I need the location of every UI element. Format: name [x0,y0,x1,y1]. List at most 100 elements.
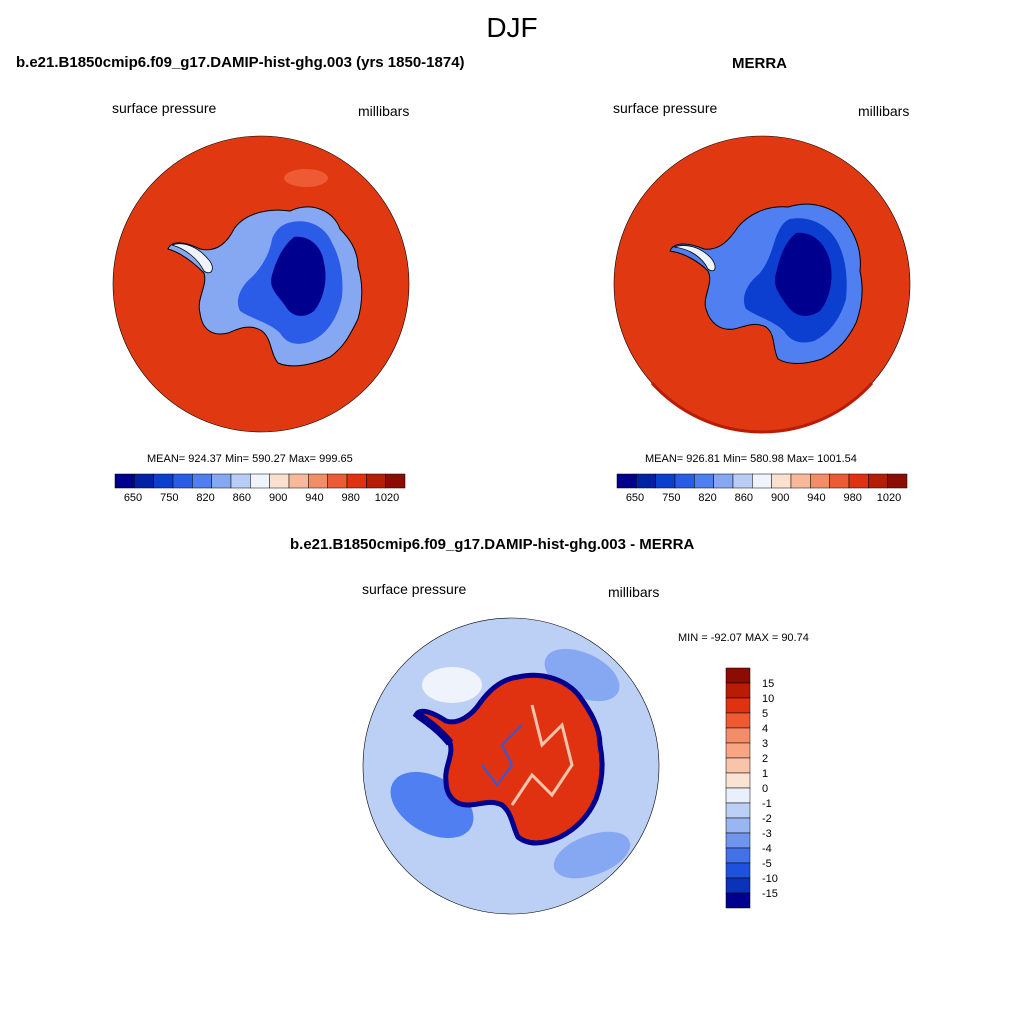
panel2-plateau-core [774,232,832,316]
panel2-colorbar-swatch [790,473,811,489]
panel3-ocean-band-3 [553,831,631,879]
panel2-colorbar-swatch [732,473,753,489]
panel1-colorbar-swatch [172,473,193,489]
panel1-colorbar-swatch [250,473,270,489]
panel2-colorbar-tick-label: 820 [698,492,716,504]
panel1-colorbar-swatch [385,473,406,489]
panel1-colorbar-tick-label: 860 [233,492,251,504]
panel3-map [362,617,660,915]
panel3-colorbar-tick-label: -5 [762,858,772,870]
panel2-colorbar-swatch [713,473,734,489]
panel2-colorbar-tick-label: 650 [626,492,644,504]
panel2-colorbar-swatch [848,473,869,489]
panel3-colorbar-tick-label: 4 [762,723,768,735]
panel2-peninsula [673,245,716,272]
panel3-colorbar-tick-label: 0 [762,783,768,795]
panel3-colorbar-swatch [725,697,751,714]
panel3-colorbar-tick-label: 3 [762,738,768,750]
panel1-map [112,135,410,433]
panel1-colorbar-tick-label: 750 [160,492,178,504]
panel3-land-texture-b [481,724,523,787]
panel3-colorbar-tick-label: -2 [762,813,772,825]
panel3-colorbar-tick-label: 2 [762,753,768,765]
panel2-colorbar-swatch [829,473,850,489]
panel2-colorbar-tick-label: 980 [844,492,862,504]
panel3-variable-label: surface pressure [362,581,467,597]
panel3-colorbar-tick-label: -1 [762,798,772,810]
panel2-colorbar-swatch [752,473,772,489]
panel3-colorbar-tick-label: -4 [762,843,772,855]
panel2-colorbar-swatch [771,473,792,489]
panel2-colorbar-tick-label: 1020 [877,492,901,504]
panel1-colorbar-tick-label: 980 [342,492,360,504]
panel3-colorbar-swatch [725,682,751,699]
panel2-units-label: millibars [858,103,910,119]
panel3-stats: MIN = -92.07 MAX = 90.74 [678,632,809,644]
panel1-variable-label: surface pressure [112,100,217,116]
panel1-colorbar-swatch [211,473,232,489]
panel3-ocean-band-4 [422,667,482,703]
panel2-colorbar-swatch [674,473,695,489]
panel1-plateau-core [271,236,326,316]
panel2-variable-label: surface pressure [613,100,718,116]
panel1-colorbar-swatch [308,473,328,489]
panel3-colorbar-swatch [725,712,751,729]
panel3-colorbar-tick-label: -10 [762,873,778,885]
panel1-colorbar-swatch [269,473,290,489]
panel2-colorbar-swatch [868,473,888,489]
panel3-colorbar-swatch [725,742,751,759]
panel2-colorbar: 650 750 820 860 900 940 980 1020 [616,473,908,504]
panel2-rim-shadow [650,381,874,434]
panel3-colorbar-swatch [725,862,751,879]
panel2-colorbar-tick-label: 860 [735,492,753,504]
panel1-colorbar-swatch [134,473,154,489]
panel3-units-label: millibars [608,584,660,600]
panel1-colorbar-swatch [327,473,348,489]
panel3-colorbar-swatch [725,817,751,834]
panel3-colorbar-swatch [725,892,751,909]
panel2-colorbar-swatch [694,473,714,489]
panel1-colorbar-swatch [230,473,251,489]
panel3-colorbar-swatch [725,757,751,774]
panel3-colorbar-swatch [725,772,751,789]
panel1-colorbar: 650 750 820 860 900 940 980 1020 [114,473,406,504]
panel1-units-label: millibars [358,103,410,119]
panel3-colorbar-tick-label: 15 [762,678,774,690]
panel1-colorbar-tick-label: 820 [196,492,214,504]
panel2-stats: MEAN= 926.81 Min= 580.98 Max= 1001.54 [645,453,857,465]
main-title: DJF [486,12,538,43]
panel1-colorbar-swatch [192,473,212,489]
panel1-colorbar-swatch [366,473,386,489]
panel3-colorbar-swatch [725,727,751,744]
panel1-colorbar-tick-label: 1020 [375,492,399,504]
panel3-colorbar-tick-label: 1 [762,768,768,780]
panel2-colorbar-swatch [887,473,908,489]
panel3-colorbar-swatch [725,832,751,849]
panel3-colorbar-tick-label: -3 [762,828,772,840]
panel1-colorbar-tick-label: 650 [124,492,142,504]
panel3-title: b.e21.B1850cmip6.f09_g17.DAMIP-hist-ghg.… [290,536,695,553]
panel2-title: MERRA [732,55,787,72]
panel3-colorbar-tick-label: -15 [762,888,778,900]
panel3-land-texture-a [510,704,574,806]
panel2-colorbar-swatch [810,473,830,489]
panel2-colorbar-swatch [636,473,656,489]
panel3-colorbar-swatch [725,877,751,894]
panel1-colorbar-swatch [346,473,367,489]
panel3-colorbar-swatch [725,802,751,819]
panel1-colorbar-tick-label: 900 [269,492,287,504]
panel2-colorbar-swatch [616,473,637,489]
panel3-peninsula [415,711,454,746]
panel1-colorbar-swatch [288,473,309,489]
panel1-colorbar-swatch [114,473,135,489]
panel1-colorbar-tick-label: 940 [305,492,323,504]
panel2-map [613,135,911,434]
panel2-colorbar-tick-label: 940 [807,492,825,504]
panel2-colorbar-tick-label: 900 [771,492,789,504]
panel1-peninsula [170,243,213,274]
panel2-colorbar-swatch [655,473,676,489]
panel3-colorbar-swatch [725,847,751,864]
panel3-colorbar-tick-label: 10 [762,693,774,705]
panel1-colorbar-swatch [153,473,174,489]
